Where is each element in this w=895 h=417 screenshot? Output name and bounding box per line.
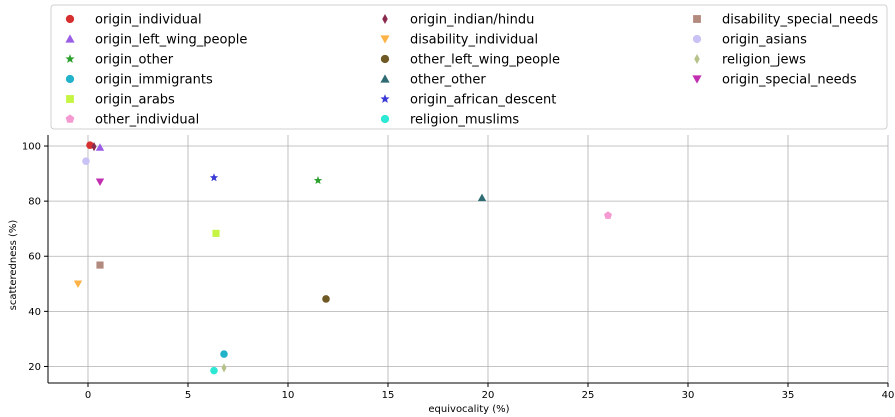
legend-label: origin_left_wing_people xyxy=(95,33,247,48)
legend-marker xyxy=(692,34,702,44)
y-tick-label: 40 xyxy=(28,307,41,318)
data-point-disability-special-needs xyxy=(96,261,104,269)
legend-marker xyxy=(380,54,390,64)
data-point-other-individual xyxy=(604,211,612,219)
legend-marker xyxy=(65,34,75,43)
legend-label: religion_muslims xyxy=(410,113,519,128)
legend-label: origin_arabs xyxy=(95,93,175,108)
legend-label: origin_asians xyxy=(722,33,807,48)
x-tick-label: 35 xyxy=(782,390,795,401)
legend-marker xyxy=(65,14,75,24)
legend-marker xyxy=(380,114,390,124)
x-axis-label: equivocality (%) xyxy=(428,404,509,415)
legend-label: disability_individual xyxy=(410,33,538,48)
x-tick-label: 20 xyxy=(482,390,495,401)
x-tick-label: 25 xyxy=(582,390,595,401)
legend-marker xyxy=(380,35,390,44)
legend-marker xyxy=(65,54,75,63)
x-tick-label: 40 xyxy=(882,390,895,401)
legend-label: origin_individual xyxy=(95,13,202,28)
y-tick-label: 80 xyxy=(28,197,41,208)
data-point-origin-indian-hindu xyxy=(91,141,97,152)
legend-label: origin_special_needs xyxy=(722,73,857,88)
data-point-origin-immigrants xyxy=(220,350,228,358)
data-point-origin-special-needs xyxy=(95,178,105,187)
x-tick-label: 10 xyxy=(282,390,295,401)
x-tick-label: 0 xyxy=(85,390,91,401)
data-point-origin-left-wing-people xyxy=(95,143,105,151)
legend-marker xyxy=(380,94,390,103)
y-tick-label: 20 xyxy=(28,362,41,373)
x-tick-label: 15 xyxy=(382,390,395,401)
x-tick-label: 5 xyxy=(185,390,191,401)
grid-lines xyxy=(48,135,889,383)
legend-marker xyxy=(382,13,388,25)
legend-label: other_other xyxy=(410,73,486,88)
legend-label: religion_jews xyxy=(722,53,806,68)
legend-label: origin_immigrants xyxy=(95,73,213,88)
legend-marker xyxy=(693,15,701,23)
legend-marker xyxy=(65,114,75,123)
y-tick-label: 60 xyxy=(28,252,41,263)
legend-label: origin_african_descent xyxy=(410,93,556,108)
data-point-religion-muslims xyxy=(210,366,218,375)
legend-marker xyxy=(65,74,75,84)
legend-marker xyxy=(66,95,74,103)
legend-marker xyxy=(380,74,390,83)
legend-label: disability_special_needs xyxy=(722,13,878,28)
data-point-origin-asians xyxy=(82,157,90,165)
x-tick-label: 30 xyxy=(682,390,695,401)
data-point-other-other xyxy=(477,193,487,202)
plot-area: 0 5 10 15 20 25 30 35 40 20 40 60 80 100 xyxy=(22,135,894,401)
y-tick-label: 100 xyxy=(22,142,41,153)
legend: origin_individual origin_left_wing_people… xyxy=(50,4,888,130)
x-axis-ticks: 0 5 10 15 20 25 30 35 40 xyxy=(85,383,895,401)
y-axis-label: scatteredness (%) xyxy=(8,220,19,311)
legend-marker xyxy=(692,75,702,84)
data-point-origin-african-descent xyxy=(209,173,219,182)
legend-marker xyxy=(694,53,700,65)
legend-frame xyxy=(50,4,888,130)
data-points xyxy=(73,141,612,375)
legend-label: origin_indian/hindu xyxy=(410,13,534,28)
data-point-religion-jews xyxy=(221,363,227,373)
data-point-disability-individual xyxy=(73,280,83,288)
data-point-origin-other xyxy=(313,176,323,185)
legend-label: origin_other xyxy=(95,53,174,68)
data-point-origin-arabs xyxy=(212,229,220,237)
data-point-other-left-wing-people xyxy=(322,295,330,303)
legend-label: other_individual xyxy=(95,113,199,128)
legend-label: other_left_wing_people xyxy=(410,53,560,68)
y-axis-ticks: 20 40 60 80 100 xyxy=(22,142,48,373)
